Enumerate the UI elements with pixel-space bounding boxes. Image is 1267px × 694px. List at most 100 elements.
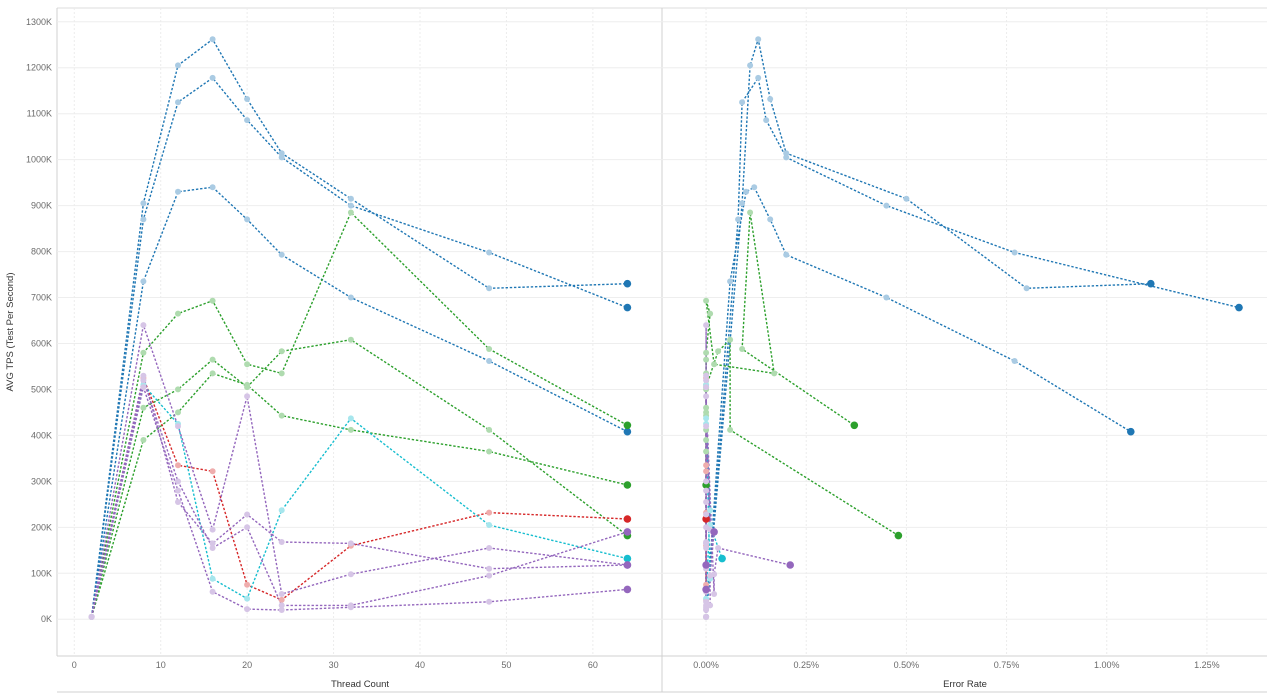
- data-point: [140, 349, 147, 356]
- data-point: [1023, 285, 1030, 292]
- data-point: [486, 426, 493, 433]
- data-point: [175, 386, 181, 393]
- data-point: [703, 478, 710, 485]
- data-point: [703, 511, 710, 518]
- data-point: [703, 372, 710, 379]
- data-point: [209, 468, 216, 475]
- data-point: [175, 499, 181, 505]
- data-point: [347, 202, 354, 209]
- data-point: [703, 384, 710, 391]
- data-point: [703, 545, 710, 551]
- data-point: [703, 613, 710, 620]
- data-point: [209, 540, 216, 547]
- data-point: [703, 349, 710, 356]
- data-point: [486, 565, 493, 572]
- x-axis-title-thread-count: Thread Count: [331, 679, 389, 690]
- data-point-final: [623, 303, 632, 312]
- data-point: [209, 184, 216, 191]
- data-point: [703, 322, 710, 329]
- data-point: [175, 188, 181, 195]
- data-point: [703, 423, 710, 430]
- data-point: [711, 361, 718, 368]
- data-point-final: [1235, 303, 1243, 312]
- data-point: [715, 545, 722, 551]
- data-point: [244, 96, 251, 102]
- data-point: [175, 487, 181, 494]
- data-point: [244, 393, 251, 400]
- y-axis-title: AVG TPS (Test Per Second): [5, 273, 16, 392]
- x-tick-label: 60: [588, 660, 598, 670]
- data-point-final: [623, 427, 632, 436]
- data-point: [347, 571, 354, 578]
- data-point: [751, 184, 758, 191]
- data-point: [209, 36, 216, 43]
- data-point: [727, 426, 734, 433]
- y-tick-label: 1300K: [26, 17, 52, 27]
- x-tick-label: 0.50%: [894, 660, 920, 670]
- data-point: [739, 346, 746, 352]
- data-point-final: [623, 279, 632, 288]
- x-tick-label: 0.25%: [793, 660, 819, 670]
- data-point: [140, 200, 147, 207]
- data-point: [703, 448, 710, 455]
- data-point: [175, 409, 181, 416]
- data-point: [244, 595, 251, 602]
- data-point: [278, 154, 285, 161]
- series-line-error-rate: [705, 212, 855, 617]
- data-point: [175, 99, 181, 106]
- data-point-final: [623, 554, 632, 563]
- data-point: [278, 412, 285, 419]
- x-tick-label: 30: [329, 660, 339, 670]
- data-point: [278, 607, 285, 613]
- data-point: [703, 393, 710, 400]
- data-point: [175, 62, 181, 69]
- data-point: [703, 356, 710, 363]
- data-point-final: [623, 561, 632, 569]
- data-point: [175, 478, 181, 485]
- data-point: [278, 370, 285, 377]
- data-point: [209, 526, 216, 533]
- y-tick-label: 200K: [31, 522, 52, 532]
- data-point: [903, 195, 910, 202]
- data-point: [347, 540, 354, 547]
- y-tick-label: 0K: [41, 614, 52, 624]
- data-point: [140, 384, 147, 391]
- data-point: [771, 370, 778, 377]
- data-point: [209, 575, 216, 582]
- data-point: [209, 545, 216, 551]
- data-point: [486, 572, 493, 579]
- series-points: [88, 36, 1243, 620]
- data-point: [347, 426, 354, 433]
- data-point: [883, 294, 890, 301]
- data-point: [743, 188, 750, 195]
- data-point: [735, 216, 742, 223]
- y-tick-label: 100K: [31, 568, 52, 578]
- data-point: [703, 487, 710, 494]
- data-point: [783, 150, 790, 157]
- y-tick-label: 700K: [31, 293, 52, 303]
- data-point: [140, 372, 147, 379]
- data-point: [244, 606, 251, 613]
- data-point: [883, 202, 890, 209]
- data-point-final: [718, 554, 726, 563]
- data-point: [767, 96, 774, 102]
- data-point-final: [623, 481, 632, 489]
- data-point: [140, 404, 147, 411]
- series-line-thread-count: [90, 322, 628, 618]
- x-tick-label: 20: [242, 660, 252, 670]
- data-point: [278, 596, 285, 603]
- data-point: [703, 540, 710, 547]
- data-point: [739, 99, 746, 106]
- data-point: [703, 524, 710, 531]
- data-point: [278, 591, 285, 597]
- y-tick-label: 300K: [31, 476, 52, 486]
- data-point: [703, 598, 710, 605]
- data-point: [486, 522, 493, 528]
- data-point: [703, 468, 710, 475]
- data-point: [703, 499, 710, 505]
- data-point: [209, 588, 216, 595]
- data-point-final: [623, 585, 632, 594]
- data-point: [1011, 358, 1018, 364]
- y-tick-label: 1200K: [26, 63, 52, 73]
- data-point: [209, 74, 216, 81]
